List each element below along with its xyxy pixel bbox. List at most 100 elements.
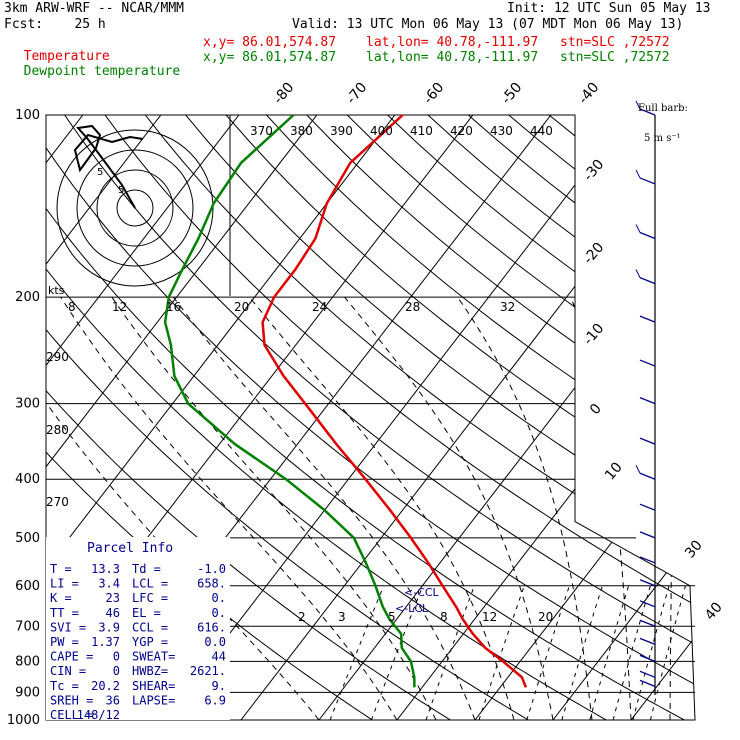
wind-barb-shaft bbox=[639, 231, 656, 240]
isotherm-label: -20 bbox=[580, 240, 607, 268]
isotherm-line bbox=[162, 115, 630, 720]
wind-barb-flag bbox=[635, 100, 641, 110]
wind-barb-shaft bbox=[639, 619, 656, 627]
pressure-label: 800 bbox=[15, 654, 40, 669]
side-theta-label: 280 bbox=[46, 423, 69, 437]
wind-barb bbox=[639, 637, 656, 646]
barb-legend-line1: Full barb: bbox=[638, 103, 688, 114]
parcel-info-value: 23 bbox=[106, 591, 120, 605]
dry-adiabat-line bbox=[104, 115, 695, 720]
dewpoint-latlon: lat,lon= 40.78,-111.97 bbox=[366, 50, 539, 65]
isotherm-line bbox=[46, 115, 396, 720]
wind-barb-shaft bbox=[639, 556, 656, 564]
wind-barb bbox=[639, 679, 656, 688]
isotherm-label: 30 bbox=[682, 537, 706, 561]
mixing-ratio-line bbox=[329, 585, 385, 720]
parcel-info-value: 0. bbox=[212, 606, 226, 620]
model-title: 3km ARW-WRF -- NCAR/MMM bbox=[4, 1, 185, 16]
theta-label: 420 bbox=[450, 124, 473, 138]
isotherm-label: -70 bbox=[343, 80, 370, 108]
theta-label: 370 bbox=[250, 124, 273, 138]
wind-barb-shaft bbox=[639, 600, 656, 608]
sounding-traces bbox=[163, 114, 528, 688]
parcel-info-value: 13.3 bbox=[91, 562, 120, 576]
mixing-ratio-line bbox=[632, 585, 670, 720]
hodograph-ring bbox=[76, 149, 194, 267]
dry-adiabat-line bbox=[225, 115, 695, 720]
ccl-label: <-CCL bbox=[404, 586, 440, 599]
isotherm-line bbox=[552, 115, 695, 720]
temperature-xy: x,y= 86.01,574.87 bbox=[203, 35, 337, 50]
dry-adiabat-line bbox=[266, 115, 695, 720]
parcel-info-key: CAPE = bbox=[50, 650, 93, 664]
hodograph: kts 5 5 bbox=[48, 124, 214, 297]
wind-barb bbox=[639, 556, 656, 564]
theta-label: 430 bbox=[490, 124, 513, 138]
parcel-info-value: 3.4 bbox=[98, 577, 120, 591]
mixing-ratio-line bbox=[526, 585, 570, 720]
parcel-info-value: 0. bbox=[212, 591, 226, 605]
isotherm-label: 10 bbox=[602, 459, 626, 483]
dry-adiabat-line bbox=[46, 115, 551, 720]
parcel-info-key: CIN = bbox=[50, 664, 86, 678]
pressure-label: 1000 bbox=[7, 713, 40, 728]
pressure-label: 100 bbox=[15, 108, 40, 123]
dry-adiabat-line bbox=[508, 115, 695, 720]
moist-adiabat-line bbox=[570, 296, 632, 720]
isotherm-line bbox=[318, 115, 695, 720]
dry-adiabat-line bbox=[185, 115, 695, 720]
wind-barb bbox=[635, 169, 656, 185]
wind-barb-shaft bbox=[639, 654, 656, 662]
isotherm-line bbox=[630, 115, 695, 720]
wind-barb-shaft bbox=[639, 670, 656, 678]
parcel-info-key: CELL = bbox=[50, 708, 93, 722]
dry-adiabat-line bbox=[46, 115, 472, 720]
dry-adiabat-line bbox=[306, 115, 695, 720]
parcel-info-value: 148/12 bbox=[77, 708, 120, 722]
mixing-ratio-label: 3 bbox=[338, 610, 346, 624]
mixing-ratio-line bbox=[478, 585, 525, 720]
wind-barb-flag bbox=[635, 269, 641, 278]
mixing-ratio-label: 12 bbox=[112, 300, 127, 314]
theta-label: 400 bbox=[370, 124, 393, 138]
hodograph-ring bbox=[96, 169, 174, 247]
dry-adiabat-line bbox=[46, 115, 630, 720]
pressure-label: 700 bbox=[15, 619, 40, 634]
wind-barb-shaft bbox=[639, 637, 656, 646]
pressure-label: 600 bbox=[15, 579, 40, 594]
isotherm-label: -40 bbox=[575, 80, 602, 108]
lcl-label: <-LCL bbox=[395, 602, 429, 615]
dewpoint-legend-name: Dewpoint temperature bbox=[23, 64, 181, 79]
isotherm-line bbox=[46, 115, 240, 720]
parcel-info-key: Td = bbox=[132, 562, 161, 576]
wind-barb bbox=[635, 465, 656, 480]
parcel-info-title: Parcel Info bbox=[87, 541, 173, 556]
wind-barb bbox=[639, 670, 656, 678]
moist-adiabat-line bbox=[344, 296, 554, 720]
isotherm-label: 40 bbox=[702, 599, 726, 623]
side-theta-label: 270 bbox=[46, 495, 69, 509]
fcst-label: Fcst: 25 h bbox=[4, 17, 106, 32]
mixing-ratio-line bbox=[561, 585, 603, 720]
barb-legend-line2: 5 m s⁻¹ bbox=[644, 133, 681, 144]
isotherm-line bbox=[709, 115, 740, 720]
wind-barb bbox=[635, 224, 656, 240]
wind-barb bbox=[639, 315, 656, 323]
isotherm-label: -10 bbox=[580, 321, 607, 349]
wind-barb-shaft bbox=[639, 277, 656, 285]
parcel-info-value: 20.2 bbox=[91, 679, 120, 693]
parcel-info-value: 1.37 bbox=[91, 635, 120, 649]
mixing-ratio-label: 24 bbox=[312, 300, 327, 314]
valid-time: Valid: 13 UTC Mon 06 May 13 (07 MDT Mon … bbox=[292, 17, 684, 32]
parcel-info-value: 44 bbox=[212, 650, 226, 664]
wind-barb bbox=[639, 397, 656, 405]
parcel-info-value: 46 bbox=[106, 606, 120, 620]
theta-label: 380 bbox=[290, 124, 313, 138]
wind-barb-shaft bbox=[639, 679, 656, 688]
parcel-info-bg bbox=[46, 537, 230, 720]
mixing-ratio-label: 2 bbox=[298, 610, 306, 624]
dewpoint-legend: Dewpoint temperature bbox=[8, 51, 181, 79]
mixing-ratio-line bbox=[612, 585, 651, 720]
